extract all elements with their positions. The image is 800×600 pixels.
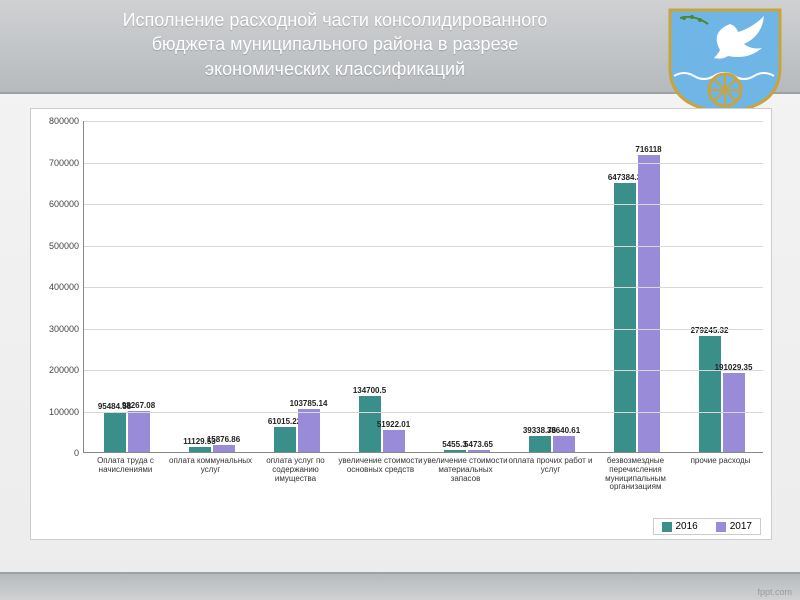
bar-value-label: 61015.22	[268, 417, 301, 426]
x-axis-label: увеличение стоимости основных средств	[338, 457, 423, 475]
emblem-shield-icon	[660, 4, 790, 114]
bar-chart: 0 100000 200000 300000 400000 500000 600000 700…	[30, 108, 772, 540]
y-tick-label: 200000	[49, 365, 79, 375]
y-tick-label: 100000	[49, 407, 79, 417]
slide-title: Исполнение расходной части консолидирова…	[40, 8, 630, 81]
bar-value-label: 134700.5	[353, 386, 386, 395]
x-axis-label: Оплата труда с начислениями	[83, 457, 168, 475]
gridline	[84, 287, 763, 288]
bar: 95484.58	[104, 412, 126, 452]
bar-value-label: 279245.32	[691, 326, 729, 335]
x-axis-label: оплата коммунальных услуг	[168, 457, 253, 475]
y-tick-label: 800000	[49, 116, 79, 126]
gridline	[84, 163, 763, 164]
x-axis-label: оплата услуг по содержанию имущества	[253, 457, 338, 483]
gridline	[84, 121, 763, 122]
y-tick-label: 600000	[49, 199, 79, 209]
bar: 51922.01	[383, 430, 405, 452]
gridline	[84, 246, 763, 247]
bar: 39338.76	[529, 436, 551, 452]
bar-value-label: 51922.01	[377, 420, 410, 429]
slide: Исполнение расходной части консолидирова…	[0, 0, 800, 600]
bar-value-label: 647384.3	[608, 173, 641, 182]
legend-swatch	[662, 522, 672, 532]
x-axis-label: безвозмездные перечисления муниципальным…	[593, 457, 678, 492]
legend-item: 2017	[716, 521, 752, 532]
watermark: fppt.com	[757, 587, 792, 597]
y-tick-label: 400000	[49, 282, 79, 292]
gridline	[84, 412, 763, 413]
y-tick-label: 0	[74, 448, 79, 458]
bar: 38640.61	[553, 436, 575, 452]
x-axis-label: увеличение стоимости материальных запасо…	[423, 457, 508, 483]
bar-value-label: 15876.86	[207, 435, 240, 444]
bar-value-label: 716118	[635, 145, 661, 154]
bar: 103785.14	[298, 409, 320, 452]
bar: 98267.08	[128, 411, 150, 452]
bar-value-label: 98267.08	[122, 401, 155, 410]
title-line: бюджета муниципального района в разрезе	[40, 32, 630, 56]
legend: 2016 2017	[653, 518, 762, 535]
bar-value-label: 38640.61	[547, 426, 580, 435]
x-axis-label: прочие расходы	[678, 457, 763, 466]
legend-item: 2016	[662, 521, 698, 532]
gridline	[84, 370, 763, 371]
y-axis: 0100000200000300000400000500000600000700…	[31, 121, 83, 453]
footer-band	[0, 572, 800, 600]
x-axis-label: оплата прочих работ и услуг	[508, 457, 593, 475]
title-line: Исполнение расходной части консолидирова…	[40, 8, 630, 32]
bar: 279245.32	[699, 336, 721, 452]
gridline	[84, 204, 763, 205]
bar: 11129.53	[189, 447, 211, 452]
x-axis-labels: Оплата труда с начислениямиоплата коммун…	[83, 457, 763, 513]
bar-value-label: 5473.65	[464, 440, 493, 449]
bar: 5473.65	[468, 450, 490, 452]
y-tick-label: 300000	[49, 324, 79, 334]
bar: 15876.86	[213, 445, 235, 452]
plot-area: 95484.5898267.0811129.5315876.8661015.22…	[83, 121, 763, 453]
bar-value-label: 103785.14	[290, 399, 328, 408]
legend-label: 2017	[730, 521, 752, 532]
bar: 716118	[638, 155, 660, 452]
y-tick-label: 700000	[49, 158, 79, 168]
bar: 5455.3	[444, 450, 466, 452]
legend-label: 2016	[676, 521, 698, 532]
y-tick-label: 500000	[49, 241, 79, 251]
gridline	[84, 329, 763, 330]
legend-swatch	[716, 522, 726, 532]
bar: 61015.22	[274, 427, 296, 452]
title-line: экономических классификаций	[40, 57, 630, 81]
